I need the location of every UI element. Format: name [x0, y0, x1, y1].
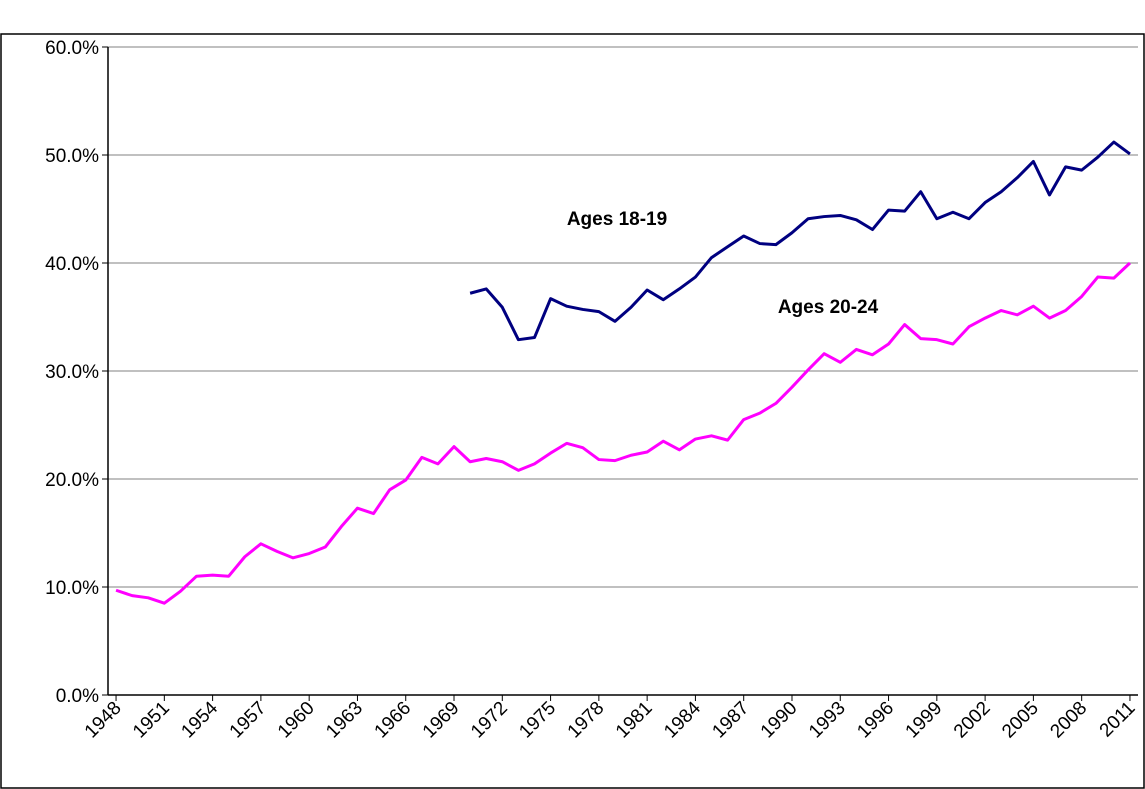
series-label: Ages 20-24: [778, 297, 879, 318]
series-label: Ages 18-19: [567, 209, 667, 230]
y-tick-label: 50.0%: [45, 146, 99, 167]
y-tick-label: 60.0%: [45, 38, 99, 59]
chart-border: [0, 33, 1145, 789]
y-tick-label: 10.0%: [45, 578, 99, 599]
y-tick-label: 30.0%: [45, 362, 99, 383]
y-tick-label: 20.0%: [45, 470, 99, 491]
series-line: [469, 140, 1131, 342]
series-line: [115, 261, 1131, 605]
y-tick-label: 0.0%: [56, 686, 99, 707]
y-tick-label: 40.0%: [45, 254, 99, 275]
